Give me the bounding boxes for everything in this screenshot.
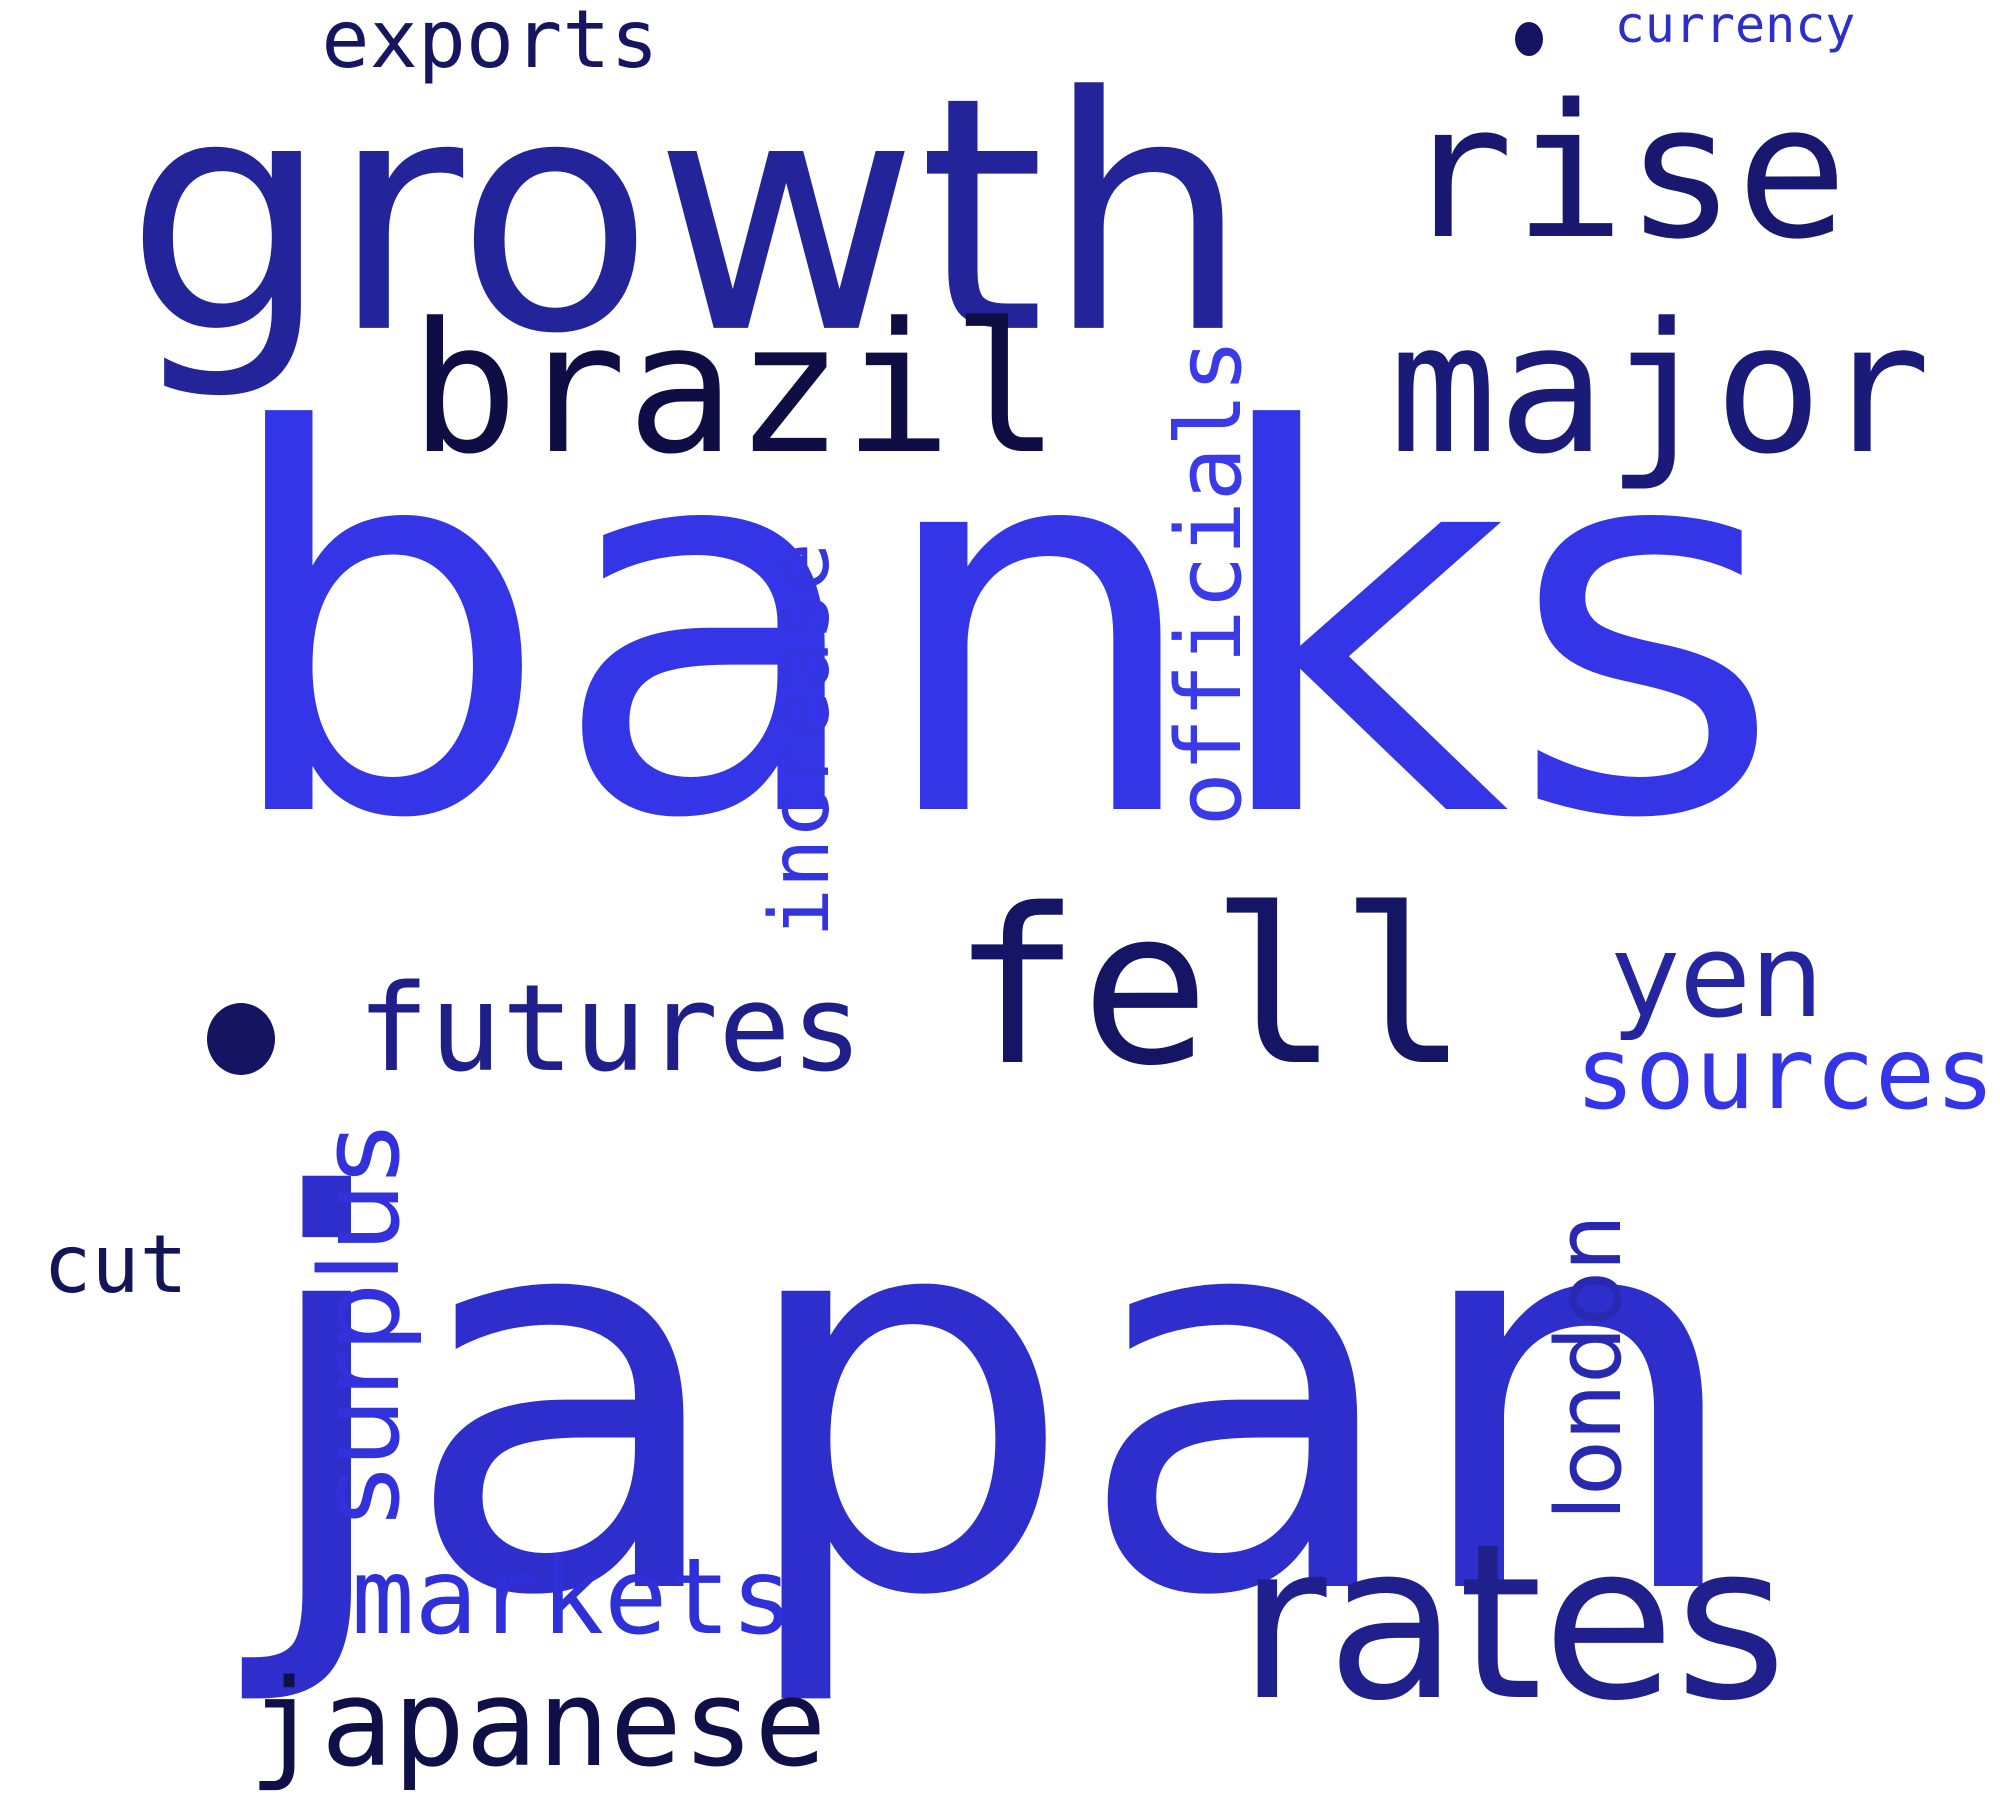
word-rise: rise xyxy=(1402,64,1848,280)
word-surplus: surplus xyxy=(296,1125,424,1525)
word-sources: sources xyxy=(1575,1016,1995,1133)
word-growth: growth xyxy=(125,28,1250,405)
dot-mark xyxy=(207,1003,275,1075)
word-increase: increase xyxy=(753,542,848,938)
word-yen: yen xyxy=(1611,910,1824,1044)
word-fell: fell xyxy=(951,862,1469,1113)
word-major: major xyxy=(1389,285,1931,494)
word-officials: officials xyxy=(1157,338,1262,827)
word-markets: markets xyxy=(351,1536,794,1658)
word-japanese: japanese xyxy=(248,1655,827,1794)
word-london: london xyxy=(1537,1214,1642,1521)
word-brazil: brazil xyxy=(409,285,1061,494)
word-japan: japan xyxy=(251,1086,1749,1714)
dot-mark xyxy=(1515,22,1543,56)
word-banks: banks xyxy=(217,322,1783,933)
word-rates: rates xyxy=(1238,1497,1787,1748)
word-exports: exports xyxy=(321,0,659,86)
word-futures: futures xyxy=(357,960,863,1099)
word-currency: currency xyxy=(1614,0,1856,54)
word-cut: cut xyxy=(43,1218,188,1311)
